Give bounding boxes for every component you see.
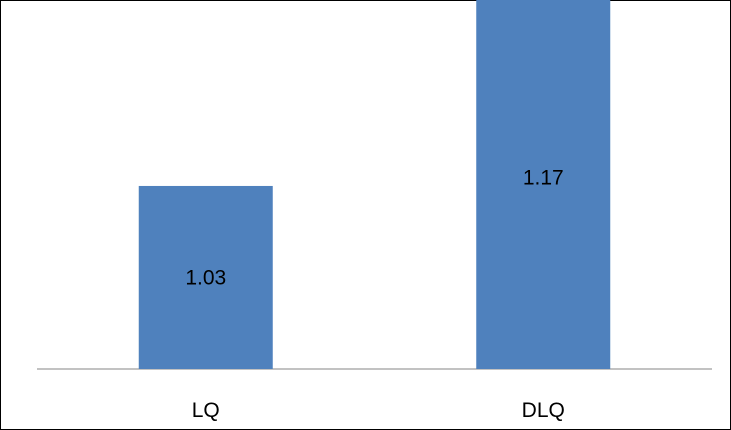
data-label-lq: 1.03 — [185, 266, 226, 289]
bar-lq — [138, 185, 273, 369]
x-tick-label-dlq: DLQ — [522, 399, 565, 422]
bar-dlq — [476, 0, 611, 369]
x-tick-label-lq: LQ — [192, 399, 220, 422]
data-label-dlq: 1.17 — [523, 166, 564, 189]
